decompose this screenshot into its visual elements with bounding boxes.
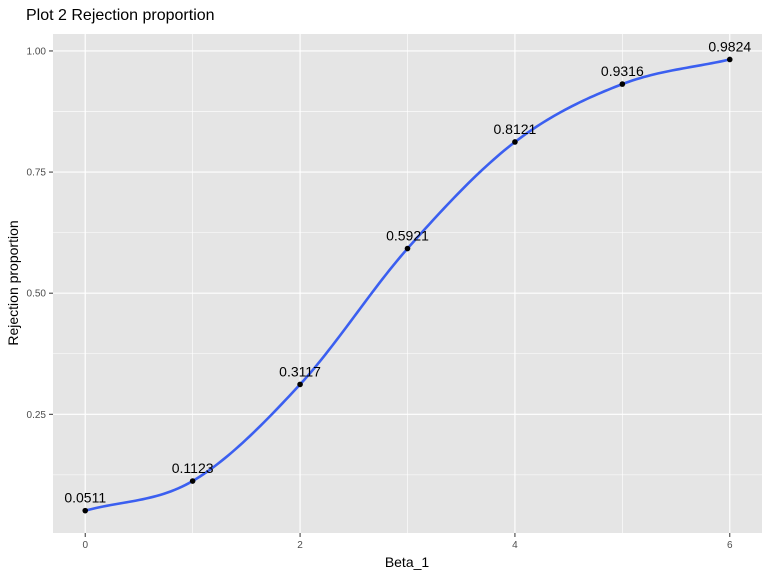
points-group (82, 56, 733, 514)
y-tick-label: 0.50 (27, 289, 47, 300)
data-labels-group: 0.0511 0.1123 0.3117 0.5921 0.8121 0.9316 0.98… (64, 38, 751, 505)
x-tick-label: 0 (82, 540, 88, 551)
grid-minor (53, 34, 762, 533)
data-label: 0.3117 (279, 363, 321, 379)
y-tick-label: 0.25 (27, 410, 47, 421)
data-label: 0.9824 (708, 38, 751, 54)
x-axis-title: Beta_1 (385, 554, 430, 570)
x-tick-label: 6 (727, 540, 733, 551)
x-tick-label: 4 (512, 540, 518, 551)
data-point (297, 381, 303, 388)
data-point (619, 81, 626, 87)
y-axis: 0.25 0.50 0.75 1.00 (27, 46, 53, 421)
x-tick-label: 2 (297, 540, 303, 551)
data-label: 0.1123 (172, 460, 214, 476)
data-label: 0.5921 (386, 228, 429, 244)
data-point (404, 245, 411, 252)
y-tick-label: 0.75 (27, 168, 47, 179)
y-axis-title: Rejection proportion (5, 220, 21, 345)
data-label: 0.0511 (64, 490, 106, 506)
data-point (512, 139, 518, 145)
data-point (189, 478, 196, 484)
y-tick-label: 1.00 (27, 46, 47, 57)
data-label: 0.8121 (494, 121, 537, 137)
data-point (726, 56, 733, 63)
chart-title: Plot 2 Rejection proportion (26, 7, 215, 24)
data-point (82, 507, 89, 514)
data-label: 0.9316 (601, 63, 644, 79)
grid-major (53, 34, 762, 533)
x-axis: 0 2 4 6 (82, 533, 733, 551)
